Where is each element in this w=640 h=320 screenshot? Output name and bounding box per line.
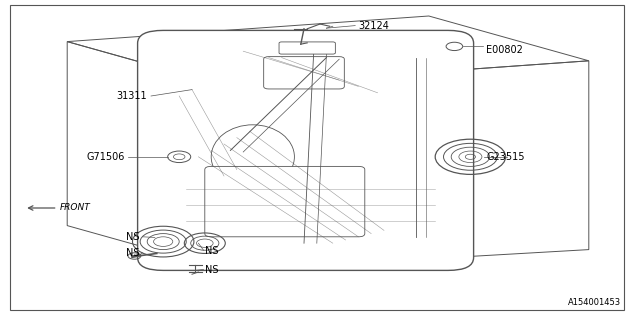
Text: NS: NS bbox=[205, 265, 218, 276]
FancyBboxPatch shape bbox=[279, 42, 335, 54]
Text: FRONT: FRONT bbox=[60, 203, 90, 212]
Text: NS: NS bbox=[126, 248, 140, 258]
Text: NS: NS bbox=[126, 232, 140, 242]
Text: G23515: G23515 bbox=[486, 152, 525, 162]
Text: 31311: 31311 bbox=[116, 91, 147, 101]
FancyBboxPatch shape bbox=[138, 30, 474, 270]
Text: 32124: 32124 bbox=[358, 20, 389, 31]
Text: NS: NS bbox=[205, 246, 218, 256]
FancyBboxPatch shape bbox=[205, 166, 365, 237]
Text: E00802: E00802 bbox=[486, 44, 524, 55]
FancyBboxPatch shape bbox=[264, 57, 344, 89]
Text: G71506: G71506 bbox=[86, 152, 125, 162]
Text: A154001453: A154001453 bbox=[568, 298, 621, 307]
